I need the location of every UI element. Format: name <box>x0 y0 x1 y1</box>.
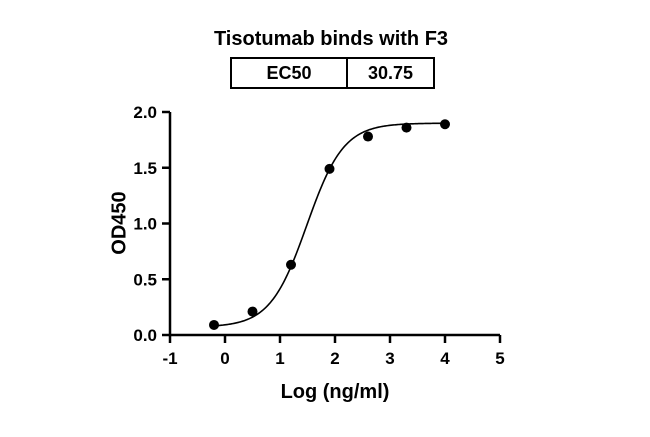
y-tick-label: 2.0 <box>133 103 157 122</box>
data-point <box>324 163 335 174</box>
data-point <box>440 119 450 130</box>
y-tick-label: 0.5 <box>133 270 157 289</box>
ec50-value: 30.75 <box>367 62 414 83</box>
data-point <box>401 122 412 133</box>
x-tick-label: 4 <box>440 349 450 368</box>
x-tick-label: 1 <box>275 349 284 368</box>
x-tick-label: 3 <box>385 349 394 368</box>
data-point <box>286 259 296 270</box>
data-point <box>363 131 373 142</box>
y-tick-label: 0.0 <box>133 326 157 345</box>
x-tick-label: 5 <box>495 349 504 368</box>
y-tick-label: 1.0 <box>133 215 157 234</box>
data-point <box>209 319 219 330</box>
x-axis-label: Log (ng/ml) <box>280 381 390 403</box>
fit-curve <box>213 122 446 327</box>
ec50-table: EC50 30.75 <box>230 57 435 89</box>
chart-title: Tisotumab binds with F3 <box>213 28 449 50</box>
data-point <box>247 306 258 317</box>
x-tick-label: 0 <box>220 349 229 368</box>
ec50-label: EC50 <box>232 59 348 87</box>
x-tick-label: -1 <box>162 349 177 368</box>
x-tick-label: 2 <box>330 349 339 368</box>
y-tick-label: 1.5 <box>133 159 157 178</box>
